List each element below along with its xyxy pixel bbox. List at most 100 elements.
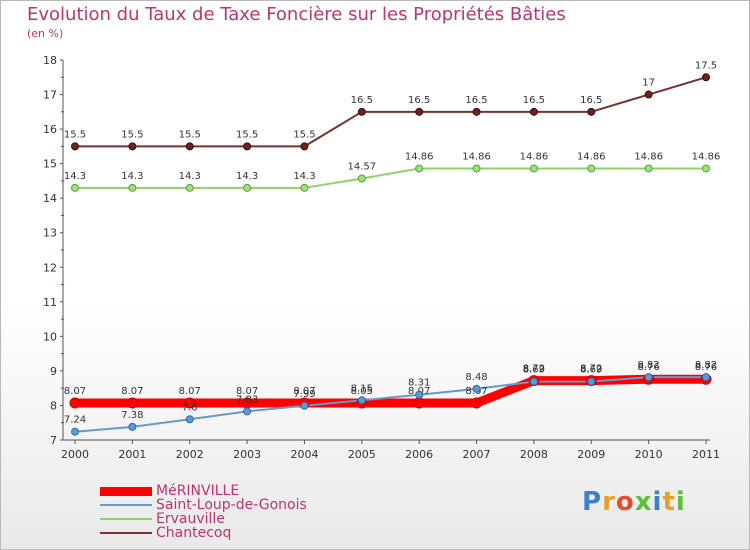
data-label: 8.72 xyxy=(580,364,602,375)
data-point xyxy=(644,373,653,382)
data-label: 8.07 xyxy=(121,386,143,397)
data-point xyxy=(184,397,196,409)
data-label: 14.3 xyxy=(121,171,143,182)
data-label: 14.86 xyxy=(405,151,434,162)
data-point xyxy=(71,142,79,151)
legend-item: Chantecoq xyxy=(100,526,307,540)
data-label: 14.3 xyxy=(179,171,201,182)
x-tick-label: 2000 xyxy=(61,448,89,461)
data-label: 16.5 xyxy=(580,95,602,106)
data-label: 8.82 xyxy=(638,360,660,371)
data-label: 8.07 xyxy=(64,386,86,397)
data-label: 8.82 xyxy=(695,360,717,371)
data-point xyxy=(128,422,137,431)
x-tick-label: 2002 xyxy=(176,448,204,461)
data-point xyxy=(126,397,138,409)
data-point xyxy=(185,183,194,192)
data-point xyxy=(69,397,81,409)
chart-title: Evolution du Taux de Taxe Foncière sur l… xyxy=(27,4,566,25)
x-tick-label: 2011 xyxy=(692,448,720,461)
legend-label: Ervauville xyxy=(156,511,225,527)
data-label: 7.24 xyxy=(64,415,86,426)
y-tick-label: 11 xyxy=(43,296,57,309)
proxiti-logo: Proxiti xyxy=(582,487,686,517)
data-label: 8.31 xyxy=(408,378,430,389)
data-label: 8.48 xyxy=(465,372,487,383)
data-point xyxy=(243,183,252,192)
data-label: 7.99 xyxy=(293,389,315,400)
data-label: 14.86 xyxy=(462,151,491,162)
data-label: 8.07 xyxy=(293,386,315,397)
y-tick-label: 10 xyxy=(43,330,57,343)
data-label: 15.5 xyxy=(293,129,315,140)
data-label: 7.38 xyxy=(121,410,143,421)
y-tick-label: 13 xyxy=(43,227,57,240)
unit-label: (en %) xyxy=(27,27,64,40)
data-point xyxy=(415,107,424,116)
y-tick-label: 16 xyxy=(43,123,57,136)
legend-item: Ervauville xyxy=(100,512,307,526)
data-point xyxy=(472,164,481,173)
y-tick-label: 7 xyxy=(50,434,57,447)
x-tick-label: 2008 xyxy=(520,448,548,461)
data-label: 14.3 xyxy=(293,171,315,182)
data-point xyxy=(587,164,596,173)
data-point xyxy=(472,384,481,393)
legend-swatch xyxy=(100,518,152,520)
data-point xyxy=(472,107,481,116)
data-point xyxy=(415,164,424,173)
data-label: 8.07 xyxy=(236,386,258,397)
series-line-0 xyxy=(75,374,706,408)
legend-swatch xyxy=(100,486,152,496)
data-label: 8.76 xyxy=(638,362,660,373)
data-point xyxy=(71,427,79,436)
y-tick-label: 15 xyxy=(43,158,57,171)
data-label: 16.5 xyxy=(351,95,373,106)
data-point xyxy=(702,73,710,82)
legend: MéRINVILLE Saint-Loup-de-Gonois Ervauville… xyxy=(100,484,307,540)
x-tick-label: 2009 xyxy=(577,448,605,461)
data-point xyxy=(471,397,483,409)
data-point xyxy=(529,377,538,386)
y-tick-label: 14 xyxy=(43,192,57,205)
legend-label: MéRINVILLE xyxy=(156,483,240,499)
legend-label: Chantecoq xyxy=(156,525,232,541)
legend-item: Saint-Loup-de-Gonois xyxy=(100,498,307,512)
data-label: 7.6 xyxy=(182,402,198,413)
x-tick-label: 2001 xyxy=(118,448,146,461)
data-point xyxy=(357,107,366,116)
legend-swatch xyxy=(100,532,152,534)
data-label: 14.3 xyxy=(64,171,86,182)
data-point xyxy=(243,407,252,416)
data-point xyxy=(702,164,710,173)
series-line-1 xyxy=(74,376,706,433)
data-point xyxy=(529,164,538,173)
x-tick-label: 2010 xyxy=(635,448,663,461)
data-point xyxy=(300,142,309,151)
data-label: 8.07 xyxy=(179,386,201,397)
data-point xyxy=(357,396,366,405)
data-point xyxy=(128,183,137,192)
series-line-3 xyxy=(75,76,707,148)
x-tick-label: 2004 xyxy=(290,448,318,461)
data-point xyxy=(644,164,653,173)
data-label: 8.05 xyxy=(351,386,373,397)
data-point xyxy=(71,183,79,192)
y-tick-label: 17 xyxy=(43,89,57,102)
data-point xyxy=(702,373,710,382)
data-label: 14.86 xyxy=(520,151,549,162)
data-label: 16.5 xyxy=(523,95,545,106)
data-label: 16.5 xyxy=(465,95,487,106)
x-tick-label: 2007 xyxy=(463,448,491,461)
data-label: 14.86 xyxy=(634,151,663,162)
data-label: 14.57 xyxy=(347,161,376,172)
data-point xyxy=(300,183,309,192)
y-tick-label: 9 xyxy=(50,365,57,378)
data-label: 16.5 xyxy=(408,95,430,106)
data-label: 15.5 xyxy=(179,129,201,140)
data-point xyxy=(415,390,424,399)
x-tick-label: 2003 xyxy=(233,448,261,461)
y-tick-label: 12 xyxy=(43,261,57,274)
legend-swatch xyxy=(100,504,152,506)
